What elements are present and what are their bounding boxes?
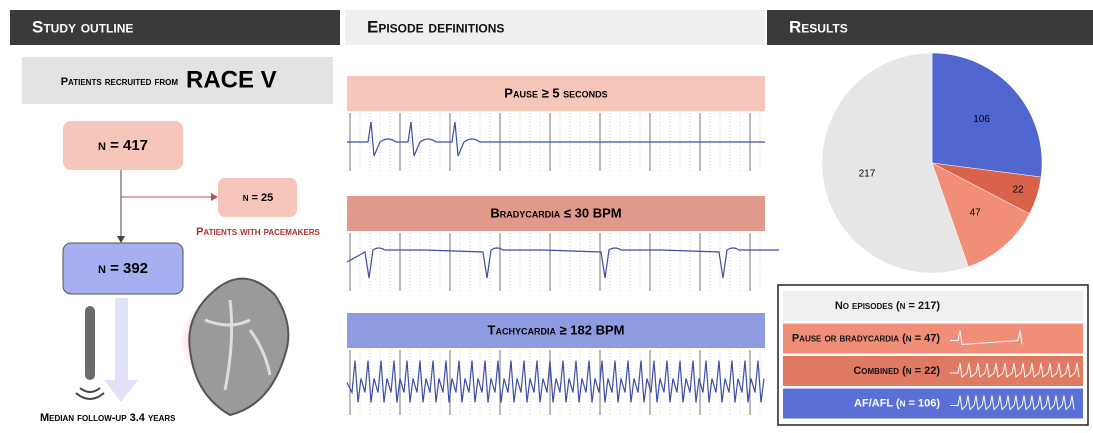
header-bar bbox=[345, 10, 765, 45]
arrow-head bbox=[211, 193, 218, 201]
pie-label: 217 bbox=[859, 169, 876, 180]
follow-up-arrow bbox=[104, 298, 138, 402]
episode-title: Tachycardia ≥ 182 BPM bbox=[488, 322, 625, 337]
heart bbox=[188, 277, 290, 417]
pie-label: 106 bbox=[973, 114, 990, 125]
pie-slice bbox=[821, 52, 969, 274]
pie-label: 47 bbox=[970, 208, 982, 219]
ecg-trace bbox=[346, 247, 779, 279]
episode-header bbox=[347, 313, 765, 348]
legend-trace bbox=[950, 362, 1080, 378]
arrow-head bbox=[117, 236, 125, 243]
ecg-trace bbox=[347, 121, 765, 157]
legend-label: AF/AFL (n = 106) bbox=[854, 397, 940, 409]
source-box bbox=[22, 57, 333, 104]
legend-row bbox=[783, 323, 1083, 354]
excluded-label: Patients with pacemakers bbox=[196, 226, 320, 238]
pie-slice bbox=[931, 52, 1043, 178]
legend-label: No episodes (n = 217) bbox=[835, 300, 941, 312]
loop-recorder bbox=[85, 306, 95, 380]
signal-icon bbox=[75, 387, 105, 400]
pie-label: 22 bbox=[1012, 185, 1024, 196]
header-bar bbox=[767, 10, 1093, 45]
pie-slice bbox=[931, 162, 1030, 268]
episode-header bbox=[347, 196, 765, 231]
legend-trace bbox=[950, 330, 1023, 346]
header-title: Results bbox=[789, 17, 848, 36]
count-box bbox=[63, 121, 183, 170]
header-bar bbox=[10, 10, 340, 45]
legend-label: Pause or bradycardia (n = 47) bbox=[792, 332, 940, 344]
source-prefix: Patients recruited from bbox=[61, 76, 179, 88]
count-box bbox=[62, 242, 184, 295]
follow-up: Median follow-up 3.4 years bbox=[40, 412, 176, 424]
header-title: Episode definitions bbox=[367, 17, 504, 36]
ecg-trace bbox=[346, 360, 765, 403]
count-included: n = 392 bbox=[98, 260, 148, 277]
header-title: Study outline bbox=[32, 17, 133, 36]
episode-title: Bradycardia ≤ 30 BPM bbox=[490, 205, 621, 220]
count-excluded: n = 25 bbox=[243, 192, 274, 204]
source-name: RACE V bbox=[186, 66, 277, 93]
episode-title: Pause ≥ 5 seconds bbox=[504, 85, 607, 100]
heart-detail bbox=[204, 299, 272, 391]
legend-trace bbox=[950, 395, 1075, 411]
count-box bbox=[218, 178, 297, 217]
episode-header bbox=[347, 76, 765, 111]
count-total: n = 417 bbox=[98, 137, 148, 154]
legend-label: Combined (n = 22) bbox=[853, 365, 940, 377]
legend-row bbox=[783, 291, 1083, 321]
